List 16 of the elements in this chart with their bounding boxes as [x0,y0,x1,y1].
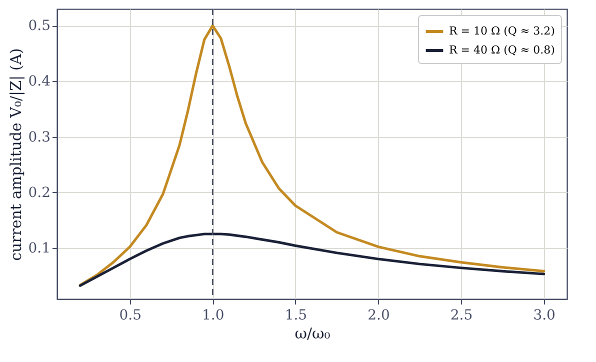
x-tick-label: 2.5 [450,308,473,324]
x-tick-label: 1.0 [202,308,224,324]
x-axis-title: ω/ω₀ [294,324,330,342]
legend-label: R = 10 Ω (Q ≈ 3.2) [449,24,555,38]
y-tick-label: 0.4 [28,74,51,90]
x-tick-label: 1.5 [284,308,308,324]
y-axis-title: current amplitude V₀/|Z| (A) [7,48,26,261]
y-tick-label: 0.5 [28,18,50,34]
line-series [78,232,546,287]
y-tick-label: 0.1 [28,240,50,256]
y-tick-label: 0.3 [28,129,50,146]
x-tick-label: 2.0 [368,308,390,324]
y-tick-label: 0.2 [28,184,50,201]
legend-label: R = 40 Ω (Q ≈ 0.8) [449,44,555,56]
x-tick-label: 3.0 [533,308,556,324]
x-tick-label: 0.5 [119,308,142,324]
